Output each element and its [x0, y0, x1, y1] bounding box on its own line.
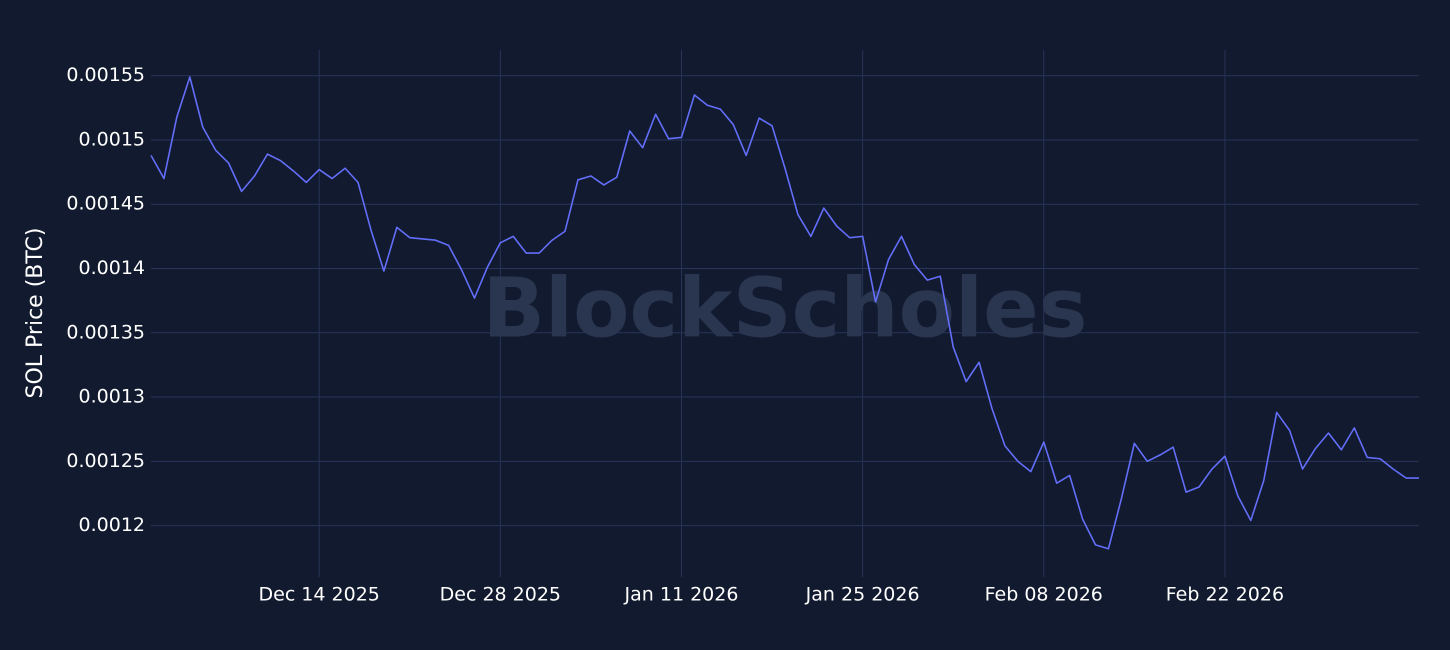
- line: [150, 76, 1419, 550]
- watermark: BlockScholes: [483, 261, 1088, 356]
- y-tick-label: 0.00135: [66, 321, 145, 343]
- y-tick-label: 0.0014: [79, 257, 145, 279]
- y-tick-label: 0.0012: [79, 514, 145, 536]
- x-tick-label: Jan 11 2026: [624, 584, 739, 606]
- x-tick-label: Dec 14 2025: [259, 584, 380, 606]
- y-tick-label: 0.0013: [79, 386, 145, 408]
- y-tick-label: 0.00125: [66, 450, 145, 472]
- y-tick-label: 0.0015: [79, 128, 145, 150]
- y-tick-label: 0.00145: [66, 193, 145, 215]
- y-axis-label: SOL Price (BTC): [23, 228, 48, 399]
- y-tick-label: 0.00155: [66, 64, 145, 86]
- x-tick-label: Dec 28 2025: [440, 584, 561, 606]
- x-tick-label: Jan 25 2026: [805, 584, 920, 606]
- x-tick-label: Feb 22 2026: [1166, 584, 1284, 606]
- x-tick-label: Feb 08 2026: [985, 584, 1103, 606]
